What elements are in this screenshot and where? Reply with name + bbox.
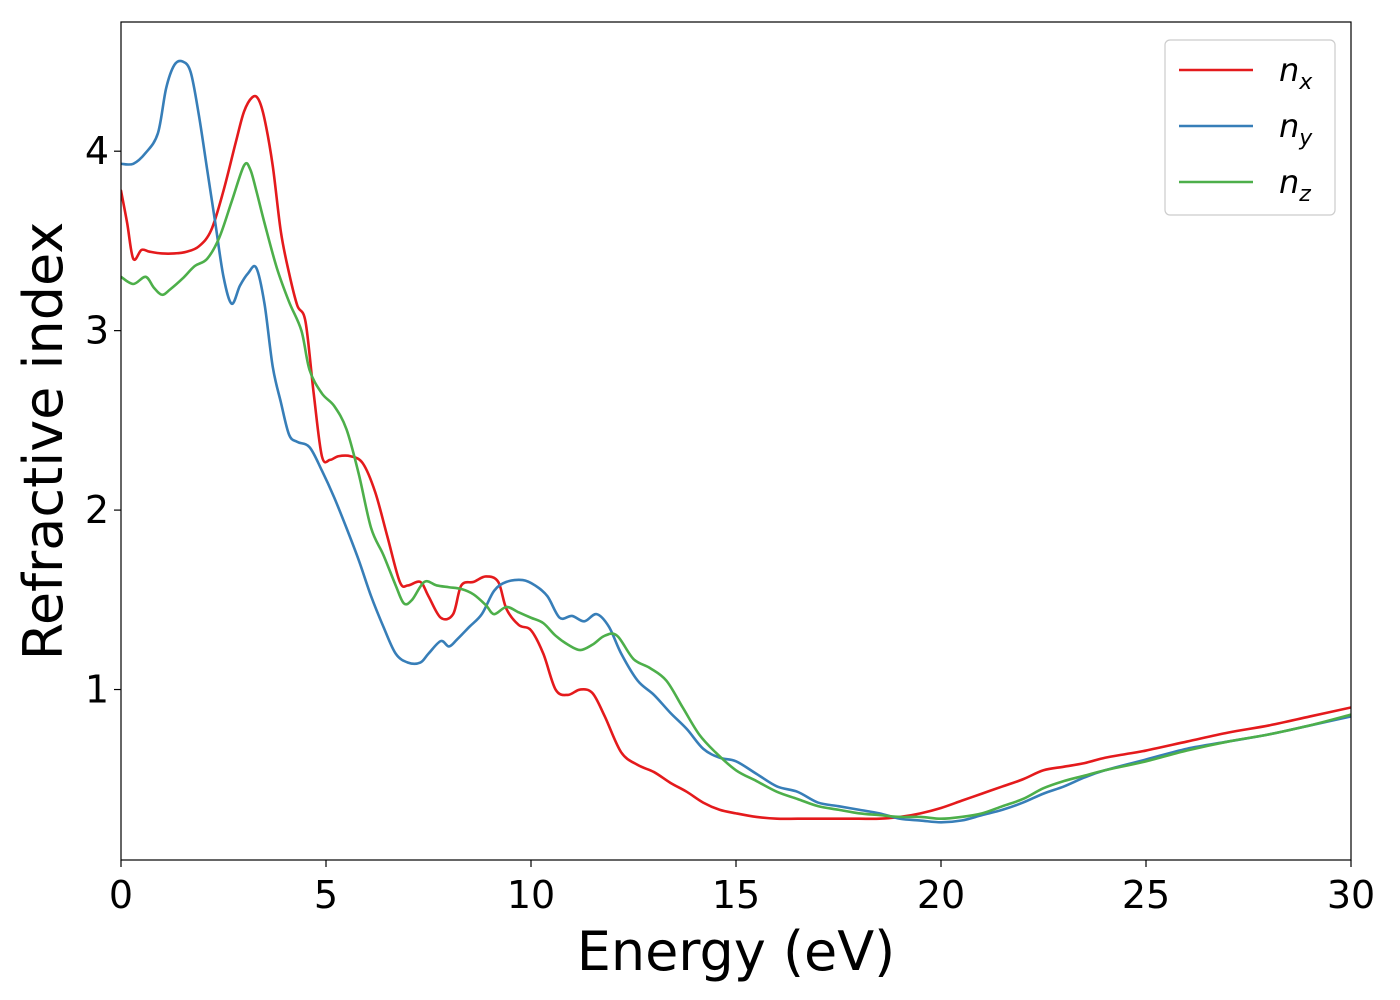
series-line-z [121,161,1351,821]
y-tick-label: 3 [85,309,109,353]
x-tick-label: 25 [1122,873,1170,917]
x-tick-label: 0 [109,873,133,917]
legend: nx ny nz [1164,39,1336,216]
series-lines [121,59,1351,824]
legend-label-y: ny [1279,107,1313,151]
series-line-x [121,94,1351,821]
x-tick-label: 30 [1327,873,1375,917]
legend-label-x: nx [1279,51,1313,95]
series-line-y [121,59,1351,824]
y-tick-label: 2 [85,488,109,532]
y-tick-label: 4 [85,129,109,173]
legend-box [1164,39,1336,216]
y-axis-title: Refractive index [12,222,75,661]
legend-label-z: nz [1279,163,1311,207]
x-tick-label: 15 [712,873,760,917]
x-axis-title: Energy (eV) [577,920,896,983]
axis-ticks: 0 5 10 15 20 25 30 1 2 3 4 [85,129,1375,917]
x-tick-label: 5 [314,873,338,917]
x-tick-label: 10 [507,873,555,917]
x-tick-label: 20 [917,873,965,917]
y-tick-label: 1 [85,668,109,712]
